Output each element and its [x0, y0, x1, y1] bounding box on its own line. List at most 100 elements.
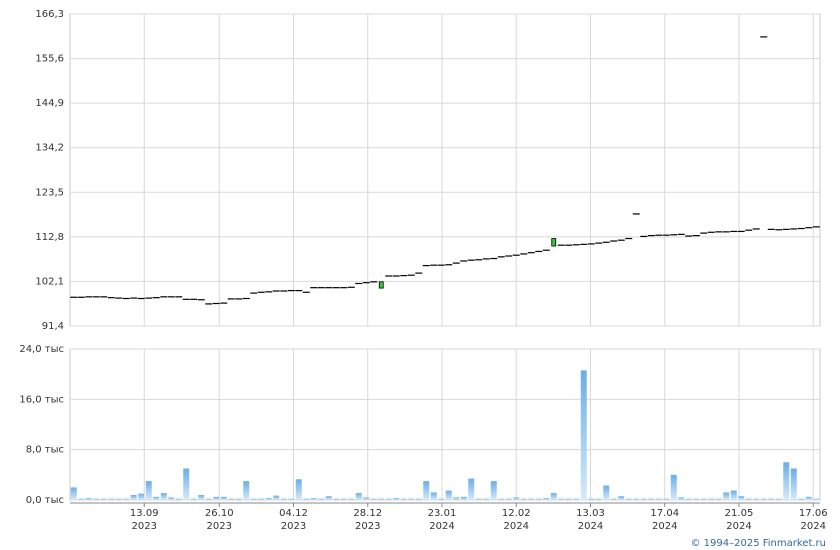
- volume-bar: [175, 498, 182, 500]
- x-tick-label: 23.01: [428, 508, 457, 519]
- volume-bar: [415, 498, 422, 500]
- x-tick-year: 2023: [132, 521, 157, 532]
- y-tick-label: 16,0 тыс: [19, 394, 64, 405]
- volume-bar: [145, 481, 152, 500]
- volume-bar: [640, 498, 647, 500]
- volume-bar: [558, 498, 565, 500]
- x-tick-label: 17.04: [650, 508, 679, 519]
- volume-bar: [438, 498, 445, 500]
- volume-bar: [633, 498, 640, 500]
- volume-bar: [393, 498, 400, 500]
- volume-bar: [183, 468, 190, 500]
- volume-bar: [303, 498, 310, 500]
- volume-bar: [250, 498, 257, 500]
- volume-bar: [325, 496, 332, 500]
- volume-bar: [790, 468, 797, 500]
- volume-bar: [715, 498, 722, 500]
- y-tick-label: 123,5: [35, 187, 64, 198]
- volume-bar: [625, 498, 632, 500]
- x-tick-label: 17.06: [799, 508, 828, 519]
- x-tick-year: 2024: [504, 521, 529, 532]
- volume-bar: [648, 498, 655, 500]
- x-tick-label: 28.12: [353, 508, 382, 519]
- volume-bar: [93, 498, 100, 500]
- volume-bar: [610, 498, 617, 500]
- volume-bar: [273, 495, 280, 500]
- x-tick-year: 2024: [429, 521, 454, 532]
- volume-bar: [280, 498, 287, 500]
- volume-bar: [775, 498, 782, 500]
- volume-bar: [565, 498, 572, 500]
- y-tick-label: 91,4: [42, 321, 64, 332]
- volume-bar: [333, 498, 340, 500]
- volume-bar: [70, 487, 77, 500]
- volume-bar: [348, 498, 355, 500]
- y-tick-label: 112,8: [35, 232, 64, 243]
- volume-bar: [678, 497, 685, 500]
- copyright: © 1994–2025 Finmarket.ru: [690, 538, 826, 549]
- volume-bar: [198, 494, 205, 500]
- volume-bar: [618, 496, 625, 500]
- volume-bar: [258, 498, 265, 500]
- volume-bar: [805, 496, 812, 500]
- x-tick-label: 26.10: [205, 508, 234, 519]
- x-tick-year: 2024: [652, 521, 677, 532]
- volume-bar: [400, 498, 407, 500]
- volume-bar: [378, 498, 385, 500]
- volume-bar: [115, 498, 122, 500]
- price-frame: [69, 13, 821, 327]
- volume-bar: [550, 493, 557, 500]
- volume-bar: [490, 481, 497, 500]
- x-tick-label: 13.03: [576, 508, 605, 519]
- volume-bar: [318, 498, 325, 500]
- volume-bar: [580, 370, 587, 500]
- volume-bar: [768, 498, 775, 500]
- volume-bar: [505, 498, 512, 500]
- volume-bar: [535, 498, 542, 500]
- volume-bar: [160, 493, 167, 500]
- x-tick-year: 2024: [578, 521, 603, 532]
- volume-bar: [288, 498, 295, 500]
- volume-bar: [445, 490, 452, 500]
- volume-bar: [153, 496, 160, 500]
- y-tick-label: 134,2: [35, 143, 64, 154]
- volume-bar: [498, 498, 505, 500]
- y-tick-label: 0,0 тыс: [26, 495, 64, 506]
- volume-bar: [355, 493, 362, 500]
- volume-bar: [205, 498, 212, 500]
- x-tick-year: 2024: [801, 521, 826, 532]
- volume-bar: [513, 497, 520, 500]
- volume-bar: [528, 498, 535, 500]
- volume-bar: [745, 498, 752, 500]
- volume-frame: [69, 348, 821, 501]
- volume-bar: [430, 492, 437, 500]
- volume-bar: [108, 498, 115, 500]
- volume-bar: [730, 490, 737, 500]
- volume-bar: [588, 498, 595, 500]
- y-tick-label: 166,3: [35, 9, 64, 20]
- y-tick-label: 8,0 тыс: [26, 445, 64, 456]
- volume-bar: [670, 474, 677, 500]
- volume-bar: [138, 493, 145, 500]
- volume-bar: [168, 497, 175, 500]
- volume-bar: [468, 478, 475, 500]
- volume-bar: [340, 498, 347, 500]
- volume-bar: [385, 498, 392, 500]
- volume-bar: [813, 498, 820, 500]
- volume-bar: [363, 497, 370, 500]
- volume-bar: [78, 498, 85, 500]
- volume-bar: [123, 498, 130, 500]
- volume-bar: [408, 498, 415, 500]
- volume-bar: [475, 498, 482, 500]
- x-tick-label: 21.05: [725, 508, 754, 519]
- volume-bar: [483, 498, 490, 500]
- volume-bar: [295, 479, 302, 500]
- volume-bar: [423, 481, 430, 500]
- candle: [378, 281, 384, 289]
- volume-bar: [100, 498, 107, 500]
- volume-bar: [708, 498, 715, 500]
- volume-bar: [663, 498, 670, 500]
- y-tick-label: 144,9: [35, 98, 64, 109]
- y-tick-label: 155,6: [35, 54, 64, 65]
- volume-bar: [453, 497, 460, 500]
